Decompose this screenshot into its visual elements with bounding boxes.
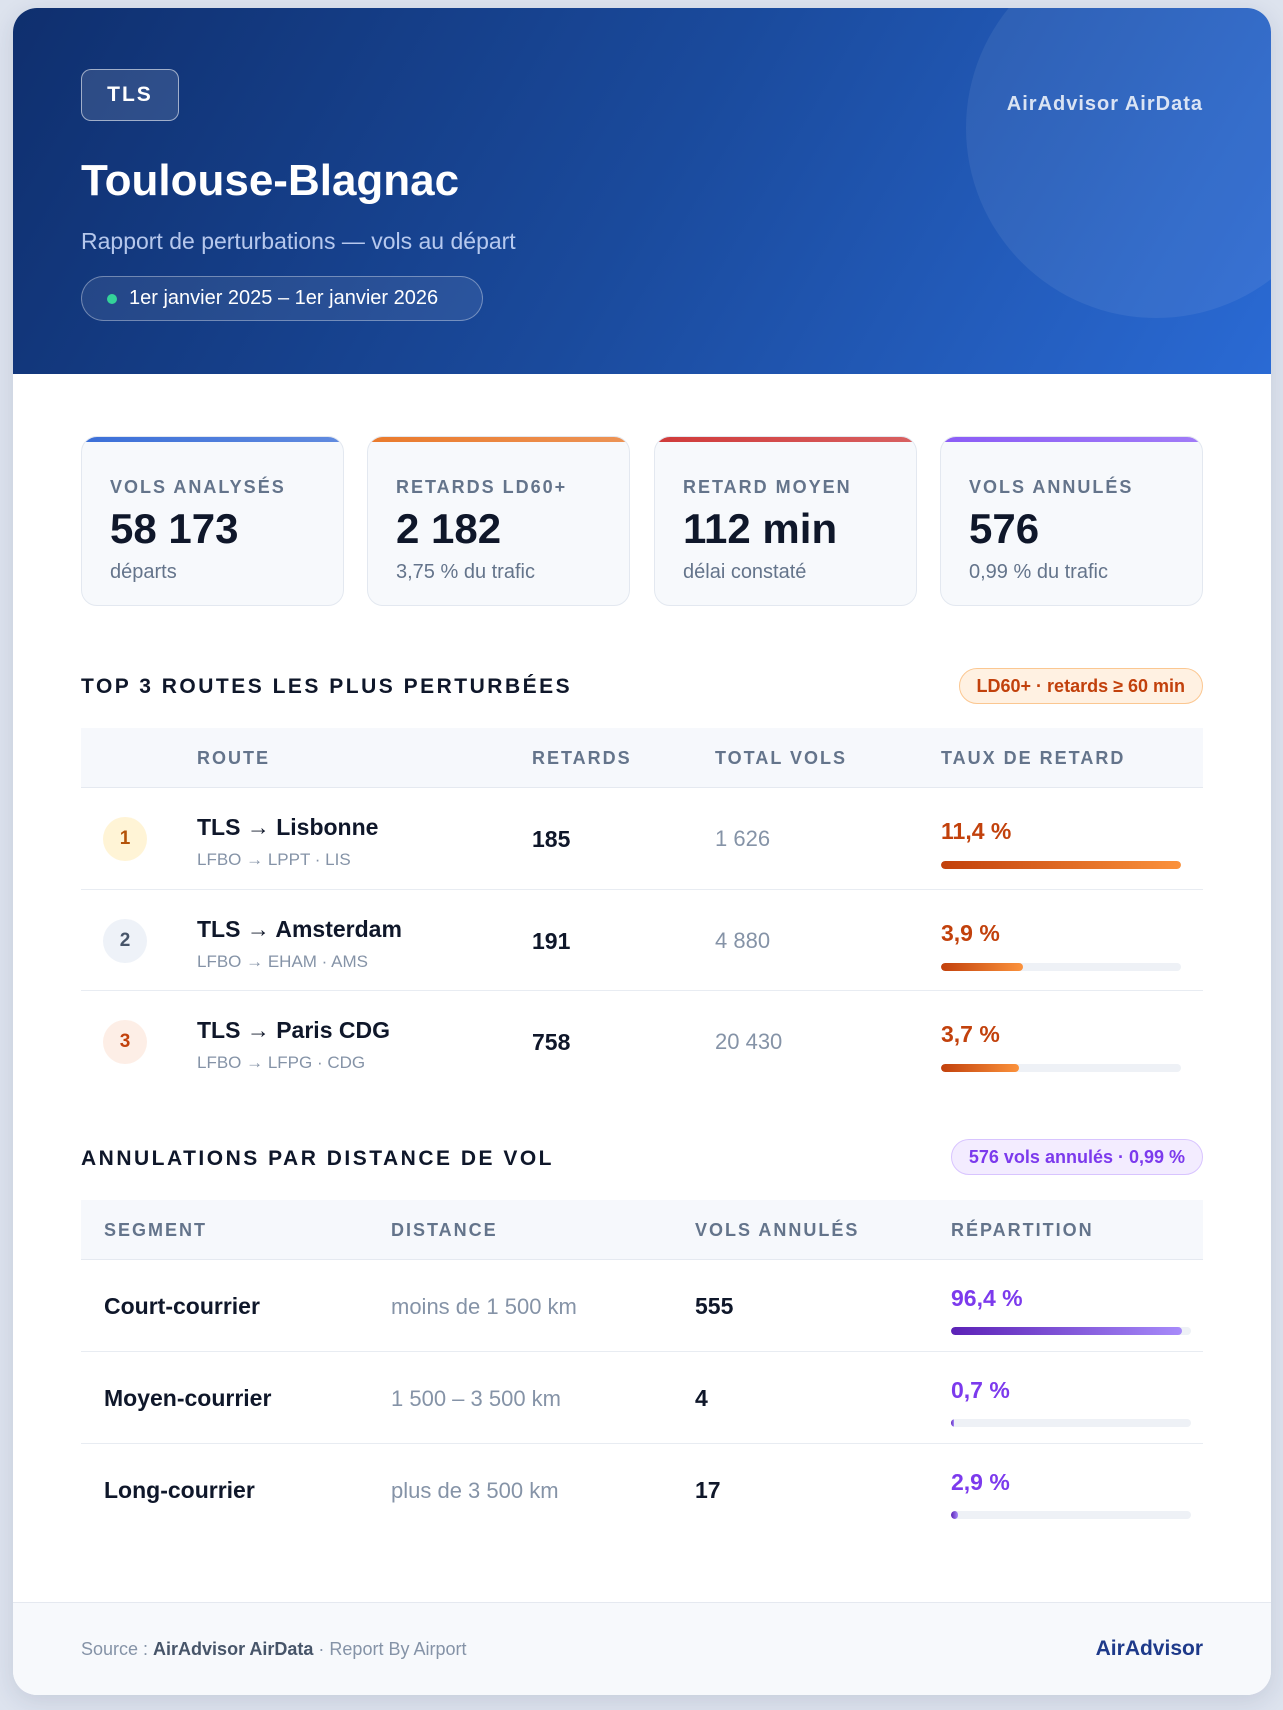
cancellations-table-header: SEGMENT DISTANCE VOLS ANNULÉS RÉPARTITIO… — [81, 1200, 1203, 1260]
kpi-accent-bar — [368, 437, 629, 442]
column-header-share: RÉPARTITION — [951, 1220, 1094, 1240]
route-codes: LFBO → EHAM · AMS — [197, 952, 368, 971]
delay-rate-bar — [941, 1064, 1181, 1072]
cancellations-badge: 576 vols annulés · 0,99 % — [950, 1139, 1203, 1175]
kpi-label: RETARD MOYEN — [683, 477, 852, 497]
kpi-value: 58 173 — [110, 505, 239, 552]
column-header-total: TOTAL VOLS — [715, 748, 848, 768]
distance-value: 1 500 – 3 500 km — [391, 1386, 562, 1411]
period-text: 1er janvier 2025 – 1er janvier 2026 — [129, 287, 439, 309]
delay-rate-value: 3,9 % — [941, 920, 1000, 946]
table-row: 2 TLS → Amsterdam LFBO → EHAM · AMS 191 … — [81, 890, 1203, 991]
table-row: 3 TLS → Paris CDG LFBO → LFPG · CDG 758 … — [81, 991, 1203, 1092]
total-flights-value: 1 626 — [715, 826, 771, 851]
kpi-value: 112 min — [683, 505, 838, 552]
airport-code-badge: TLS — [81, 69, 179, 121]
distance-value: moins de 1 500 km — [391, 1294, 577, 1319]
routes-table-header: ROUTE RETARDS TOTAL VOLS TAUX DE RETARD — [81, 728, 1203, 788]
share-fill — [951, 1511, 958, 1519]
kpi-card-flights: VOLS ANALYSÉS 58 173 départs — [81, 436, 344, 606]
route-name: TLS → Amsterdam — [197, 916, 402, 942]
delays-value: 191 — [532, 928, 571, 954]
segment-name: Long-courrier — [104, 1477, 255, 1503]
kpi-value: 576 — [969, 505, 1040, 552]
decorative-circle — [966, 8, 1271, 318]
cancelled-count: 555 — [695, 1293, 734, 1319]
share-value: 2,9 % — [951, 1469, 1010, 1495]
cancelled-count: 17 — [695, 1477, 721, 1503]
column-header-cancelled: VOLS ANNULÉS — [695, 1220, 860, 1240]
share-value: 0,7 % — [951, 1377, 1010, 1403]
ld60-badge: LD60+ · retards ≥ 60 min — [958, 668, 1203, 704]
segment-name: Court-courrier — [104, 1293, 260, 1319]
source-prefix: Source : — [81, 1639, 154, 1659]
kpi-value: 2 182 — [396, 505, 502, 552]
delay-rate-fill — [941, 1064, 1019, 1072]
cancellations-section-title: ANNULATIONS PAR DISTANCE DE VOL — [81, 1147, 555, 1170]
kpi-subtext: 0,99 % du trafic — [969, 561, 1108, 583]
total-flights-value: 20 430 — [715, 1029, 783, 1054]
kpi-subtext: 3,75 % du trafic — [396, 561, 535, 583]
delay-rate-fill — [941, 861, 1181, 869]
route-codes: LFBO → LPPT · LIS — [197, 850, 351, 869]
page-subtitle: Rapport de perturbations — vols au dépar… — [81, 228, 516, 254]
kpi-accent-bar — [82, 437, 343, 442]
kpi-label: RETARDS LD60+ — [396, 477, 568, 497]
route-name: TLS → Lisbonne — [197, 814, 379, 840]
column-header-segment: SEGMENT — [104, 1220, 208, 1240]
kpi-accent-bar — [655, 437, 916, 442]
report-card: TLS AirAdvisor AirData Toulouse-Blagnac … — [13, 8, 1271, 1695]
route-codes: LFBO → LFPG · CDG — [197, 1053, 366, 1072]
share-bar — [951, 1511, 1191, 1519]
total-flights-value: 4 880 — [715, 928, 771, 953]
report-header: TLS AirAdvisor AirData Toulouse-Blagnac … — [13, 8, 1271, 374]
delay-rate-value: 11,4 % — [941, 818, 1012, 844]
share-bar — [951, 1419, 1191, 1427]
rank-badge: 2 — [103, 919, 147, 963]
kpi-subtext: départs — [110, 561, 177, 583]
share-fill — [951, 1327, 1183, 1335]
kpi-label: VOLS ANALYSÉS — [110, 477, 286, 497]
table-row: 1 TLS → Lisbonne LFBO → LPPT · LIS 185 1… — [81, 788, 1203, 890]
delay-rate-bar — [941, 861, 1181, 869]
delay-rate-value: 3,7 % — [941, 1021, 1000, 1047]
column-header-distance: DISTANCE — [391, 1220, 498, 1240]
report-footer: Source : AirAdvisor AirData · Report By … — [13, 1602, 1271, 1695]
kpi-subtext: délai constaté — [683, 561, 807, 583]
delays-value: 185 — [532, 826, 571, 852]
rank-badge: 1 — [103, 817, 147, 861]
status-dot-icon — [107, 293, 117, 304]
kpi-accent-bar — [941, 437, 1202, 442]
share-bar — [951, 1327, 1191, 1335]
share-value: 96,4 % — [951, 1285, 1023, 1311]
column-header-delays: RETARDS — [532, 748, 632, 768]
table-row: Long-courrier plus de 3 500 km 17 2,9 % — [81, 1444, 1203, 1536]
kpi-card-avg-delay: RETARD MOYEN 112 min délai constaté — [654, 436, 917, 606]
delays-value: 758 — [532, 1029, 571, 1055]
table-row: Moyen-courrier 1 500 – 3 500 km 4 0,7 % — [81, 1352, 1203, 1444]
period-badge: 1er janvier 2025 – 1er janvier 2026 — [81, 276, 483, 321]
column-header-route: ROUTE — [197, 748, 270, 768]
source-name: AirAdvisor AirData — [153, 1639, 314, 1659]
kpi-card-delays: RETARDS LD60+ 2 182 3,75 % du trafic — [367, 436, 630, 606]
table-row: Court-courrier moins de 1 500 km 555 96,… — [81, 1260, 1203, 1352]
brand-label: AirAdvisor AirData — [1006, 93, 1203, 115]
route-name: TLS → Paris CDG — [197, 1017, 390, 1043]
cancelled-count: 4 — [695, 1385, 708, 1411]
share-fill — [951, 1419, 954, 1427]
distance-value: plus de 3 500 km — [391, 1478, 559, 1503]
routes-section-title: TOP 3 ROUTES LES PLUS PERTURBÉES — [81, 675, 573, 698]
delay-rate-fill — [941, 963, 1024, 971]
source-suffix: · Report By Airport — [313, 1639, 467, 1659]
page-title: Toulouse-Blagnac — [81, 156, 460, 205]
kpi-card-cancellations: VOLS ANNULÉS 576 0,99 % du trafic — [940, 436, 1203, 606]
segment-name: Moyen-courrier — [104, 1385, 272, 1411]
kpi-label: VOLS ANNULÉS — [969, 477, 1134, 497]
footer-brand: AirAdvisor — [1095, 1637, 1203, 1660]
column-header-rate: TAUX DE RETARD — [941, 748, 1126, 768]
rank-badge: 3 — [103, 1020, 147, 1064]
source-line: Source : AirAdvisor AirData · Report By … — [81, 1639, 466, 1660]
delay-rate-bar — [941, 963, 1181, 971]
